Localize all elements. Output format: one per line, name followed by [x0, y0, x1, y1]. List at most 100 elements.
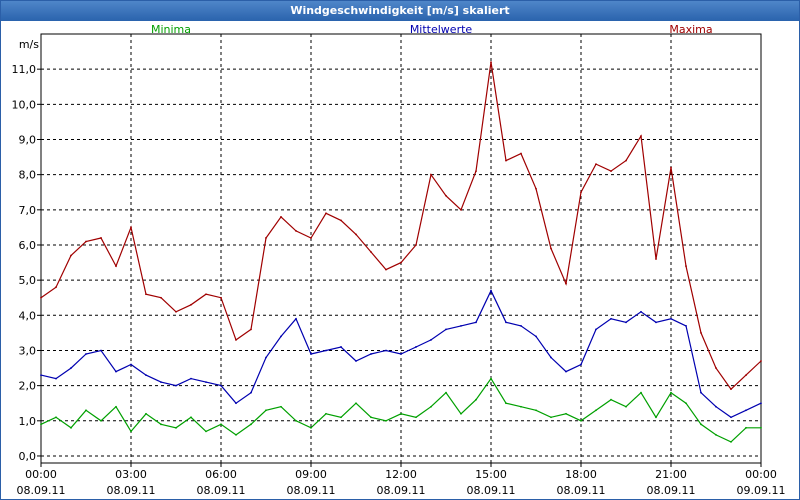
- y-tick-label: 10,0: [12, 98, 37, 111]
- x-tick-time: 00:00: [745, 468, 777, 481]
- data-point: [505, 159, 507, 162]
- data-point: [205, 381, 207, 384]
- data-point: [475, 170, 477, 173]
- data-point: [550, 247, 552, 250]
- data-point: [100, 419, 102, 422]
- data-point: [715, 405, 717, 408]
- data-point: [685, 402, 687, 405]
- data-point: [70, 367, 72, 369]
- y-tick-label: 3,0: [19, 344, 37, 357]
- data-point: [400, 412, 402, 415]
- data-point: [610, 170, 612, 173]
- data-point: [430, 339, 432, 341]
- data-point: [190, 303, 192, 306]
- data-point: [640, 135, 642, 137]
- y-tick-label: 9,0: [19, 133, 37, 146]
- data-point: [295, 317, 297, 320]
- data-point: [310, 237, 312, 239]
- data-point: [265, 409, 267, 412]
- data-point: [655, 416, 657, 419]
- data-point: [490, 61, 492, 64]
- data-point: [220, 296, 222, 299]
- data-point: [250, 328, 252, 331]
- line-chart: 0,0 1,0 2,0 3,0 4,0 5,0 6,0 7,0 8,0 9,0 10,0 11,0 00…: [12, 23, 786, 497]
- data-point: [715, 367, 717, 369]
- data-point: [310, 426, 312, 429]
- data-point: [490, 377, 492, 380]
- legend-item: Minima: [151, 23, 191, 36]
- data-point: [505, 402, 507, 405]
- data-point: [445, 194, 447, 197]
- data-point: [760, 360, 762, 362]
- data-point: [340, 219, 342, 222]
- data-point: [115, 265, 117, 267]
- data-point: [100, 237, 102, 239]
- data-point: [670, 317, 672, 320]
- data-point: [295, 230, 297, 232]
- data-point: [40, 374, 42, 376]
- data-point: [190, 416, 192, 419]
- x-tick-time: 09:00: [295, 468, 327, 481]
- data-point: [610, 317, 612, 320]
- data-point: [625, 159, 627, 162]
- data-point: [100, 349, 102, 352]
- data-point: [760, 402, 762, 405]
- data-point: [205, 430, 207, 433]
- data-point: [250, 423, 252, 426]
- data-point: [325, 212, 327, 215]
- data-point: [325, 349, 327, 352]
- data-point: [145, 412, 147, 415]
- data-point: [535, 335, 537, 338]
- y-tick-label: 4,0: [19, 309, 37, 322]
- x-tick-date: 08.09.11: [557, 484, 606, 497]
- data-point: [280, 215, 282, 218]
- x-tick-date: 08.09.11: [467, 484, 516, 497]
- y-tick-label: 6,0: [19, 239, 37, 252]
- data-point: [730, 388, 732, 391]
- data-point: [55, 416, 57, 419]
- data-point: [700, 331, 702, 334]
- data-point: [175, 426, 177, 429]
- data-point: [670, 166, 672, 169]
- data-point: [85, 409, 87, 412]
- data-point: [430, 405, 432, 408]
- data-point: [265, 356, 267, 359]
- data-point: [550, 416, 552, 419]
- data-point: [430, 173, 432, 176]
- data-point: [565, 412, 567, 415]
- x-tick-time: 06:00: [205, 468, 237, 481]
- data-point: [685, 265, 687, 267]
- data-point: [190, 377, 192, 380]
- y-tick-label: 7,0: [19, 204, 37, 217]
- x-tick-time: 15:00: [475, 468, 507, 481]
- data-point: [655, 258, 657, 260]
- data-point: [460, 324, 462, 327]
- data-point: [85, 353, 87, 355]
- data-point: [595, 409, 597, 412]
- y-tick-label: 8,0: [19, 169, 37, 182]
- data-point: [610, 398, 612, 401]
- y-tick-label: 11,0: [12, 63, 37, 76]
- y-tick-label: 5,0: [19, 274, 37, 287]
- data-point: [400, 353, 402, 355]
- x-tick-time: 21:00: [655, 468, 687, 481]
- data-point: [340, 416, 342, 419]
- legend-item: Maxima: [669, 23, 712, 36]
- data-point: [625, 321, 627, 324]
- data-point: [565, 370, 567, 373]
- y-tick-label: 1,0: [19, 415, 37, 428]
- data-point: [130, 430, 132, 433]
- data-point: [580, 363, 582, 366]
- data-point: [700, 423, 702, 426]
- data-point: [130, 363, 132, 366]
- data-point: [415, 244, 417, 246]
- data-point: [70, 254, 72, 257]
- x-tick-date: 08.09.11: [107, 484, 156, 497]
- data-point: [580, 191, 582, 194]
- data-point: [655, 321, 657, 324]
- data-point: [160, 296, 162, 299]
- data-point: [745, 426, 747, 429]
- x-tick-date: 08.09.11: [17, 484, 66, 497]
- data-point: [130, 226, 132, 229]
- x-tick-date: 08.09.11: [647, 484, 696, 497]
